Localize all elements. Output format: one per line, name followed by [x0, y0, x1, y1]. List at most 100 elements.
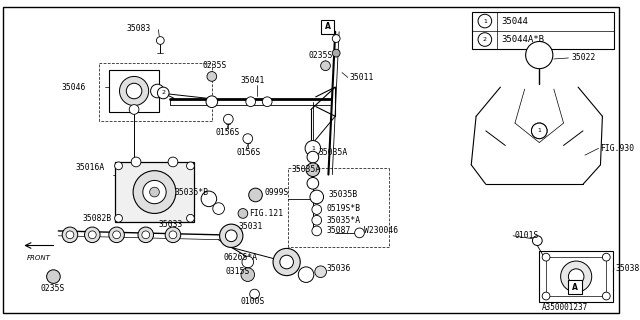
Circle shape — [332, 49, 340, 57]
Bar — [321, 20, 334, 34]
Circle shape — [47, 270, 60, 284]
Text: 0626S*A: 0626S*A — [223, 253, 258, 262]
Circle shape — [249, 188, 262, 202]
Circle shape — [220, 224, 243, 247]
Circle shape — [280, 255, 293, 269]
Circle shape — [310, 190, 324, 204]
Circle shape — [312, 215, 322, 225]
Circle shape — [242, 256, 253, 268]
Text: 0235S: 0235S — [202, 61, 227, 70]
Circle shape — [312, 205, 322, 214]
Text: 0315S: 0315S — [225, 267, 250, 276]
Circle shape — [207, 72, 217, 81]
Circle shape — [241, 268, 255, 282]
Circle shape — [243, 134, 253, 143]
Circle shape — [305, 140, 321, 156]
Text: 35035B: 35035B — [328, 190, 358, 199]
Circle shape — [525, 42, 553, 69]
Circle shape — [88, 231, 96, 239]
Circle shape — [186, 214, 195, 222]
Circle shape — [150, 187, 159, 197]
Text: A350001237: A350001237 — [542, 303, 588, 312]
Circle shape — [315, 266, 326, 277]
Text: 35031: 35031 — [238, 221, 262, 231]
Circle shape — [156, 36, 164, 44]
Circle shape — [225, 230, 237, 242]
Circle shape — [250, 289, 259, 299]
Circle shape — [129, 105, 139, 114]
Circle shape — [165, 227, 180, 243]
Circle shape — [355, 228, 364, 238]
Text: 0101S: 0101S — [515, 231, 540, 240]
Text: W230046: W230046 — [364, 227, 399, 236]
Bar — [472, 12, 614, 49]
Circle shape — [169, 231, 177, 239]
Text: 0235S: 0235S — [41, 284, 65, 293]
Text: 35044: 35044 — [501, 17, 528, 26]
Circle shape — [531, 123, 547, 139]
Polygon shape — [502, 86, 576, 152]
Circle shape — [120, 76, 148, 106]
Circle shape — [332, 35, 340, 43]
Text: 35016A: 35016A — [76, 163, 105, 172]
Circle shape — [307, 178, 319, 189]
Circle shape — [115, 214, 122, 222]
Circle shape — [478, 14, 492, 28]
Text: 35044A*B: 35044A*B — [501, 35, 545, 44]
Circle shape — [238, 209, 248, 218]
Circle shape — [306, 163, 319, 177]
Circle shape — [138, 227, 154, 243]
Text: 0156S: 0156S — [236, 148, 260, 157]
Text: 0100S: 0100S — [241, 297, 266, 306]
Text: 1: 1 — [483, 19, 487, 24]
Text: 35022: 35022 — [572, 53, 596, 62]
Circle shape — [168, 157, 178, 167]
Circle shape — [115, 162, 122, 170]
Circle shape — [312, 226, 322, 236]
Circle shape — [126, 83, 142, 99]
Text: A: A — [572, 283, 578, 292]
Circle shape — [542, 253, 550, 261]
Circle shape — [602, 292, 610, 300]
Bar — [568, 281, 582, 294]
Text: 35087: 35087 — [326, 227, 351, 236]
Bar — [540, 251, 613, 302]
Circle shape — [273, 248, 300, 276]
Text: 35033: 35033 — [158, 220, 183, 228]
Circle shape — [223, 114, 233, 124]
Circle shape — [150, 84, 164, 98]
Circle shape — [66, 231, 74, 239]
Circle shape — [142, 231, 150, 239]
Circle shape — [84, 227, 100, 243]
Text: FRONT: FRONT — [27, 255, 51, 261]
Bar — [546, 257, 606, 296]
Circle shape — [212, 203, 225, 214]
Circle shape — [532, 236, 542, 245]
Text: 35046: 35046 — [61, 83, 86, 92]
Text: 1: 1 — [311, 146, 315, 151]
Circle shape — [321, 61, 330, 71]
Circle shape — [186, 162, 195, 170]
Circle shape — [206, 96, 218, 108]
Circle shape — [133, 171, 176, 213]
Text: 2: 2 — [483, 37, 487, 42]
Text: 35083: 35083 — [126, 24, 150, 33]
Circle shape — [246, 97, 255, 107]
Text: 35035*A: 35035*A — [326, 216, 360, 225]
Text: 0999S: 0999S — [264, 188, 289, 196]
Text: 35035*B: 35035*B — [175, 188, 209, 196]
Circle shape — [131, 157, 141, 167]
Text: 35082B: 35082B — [83, 214, 112, 223]
Bar — [109, 70, 159, 112]
Circle shape — [561, 261, 592, 292]
Text: FIG.930: FIG.930 — [600, 144, 635, 153]
Circle shape — [307, 151, 319, 163]
Circle shape — [542, 292, 550, 300]
Bar — [115, 162, 195, 222]
Text: 1: 1 — [538, 128, 541, 133]
Circle shape — [109, 227, 124, 243]
Circle shape — [62, 227, 77, 243]
Circle shape — [201, 191, 217, 207]
Circle shape — [143, 180, 166, 204]
Text: FIG.121: FIG.121 — [249, 209, 283, 218]
